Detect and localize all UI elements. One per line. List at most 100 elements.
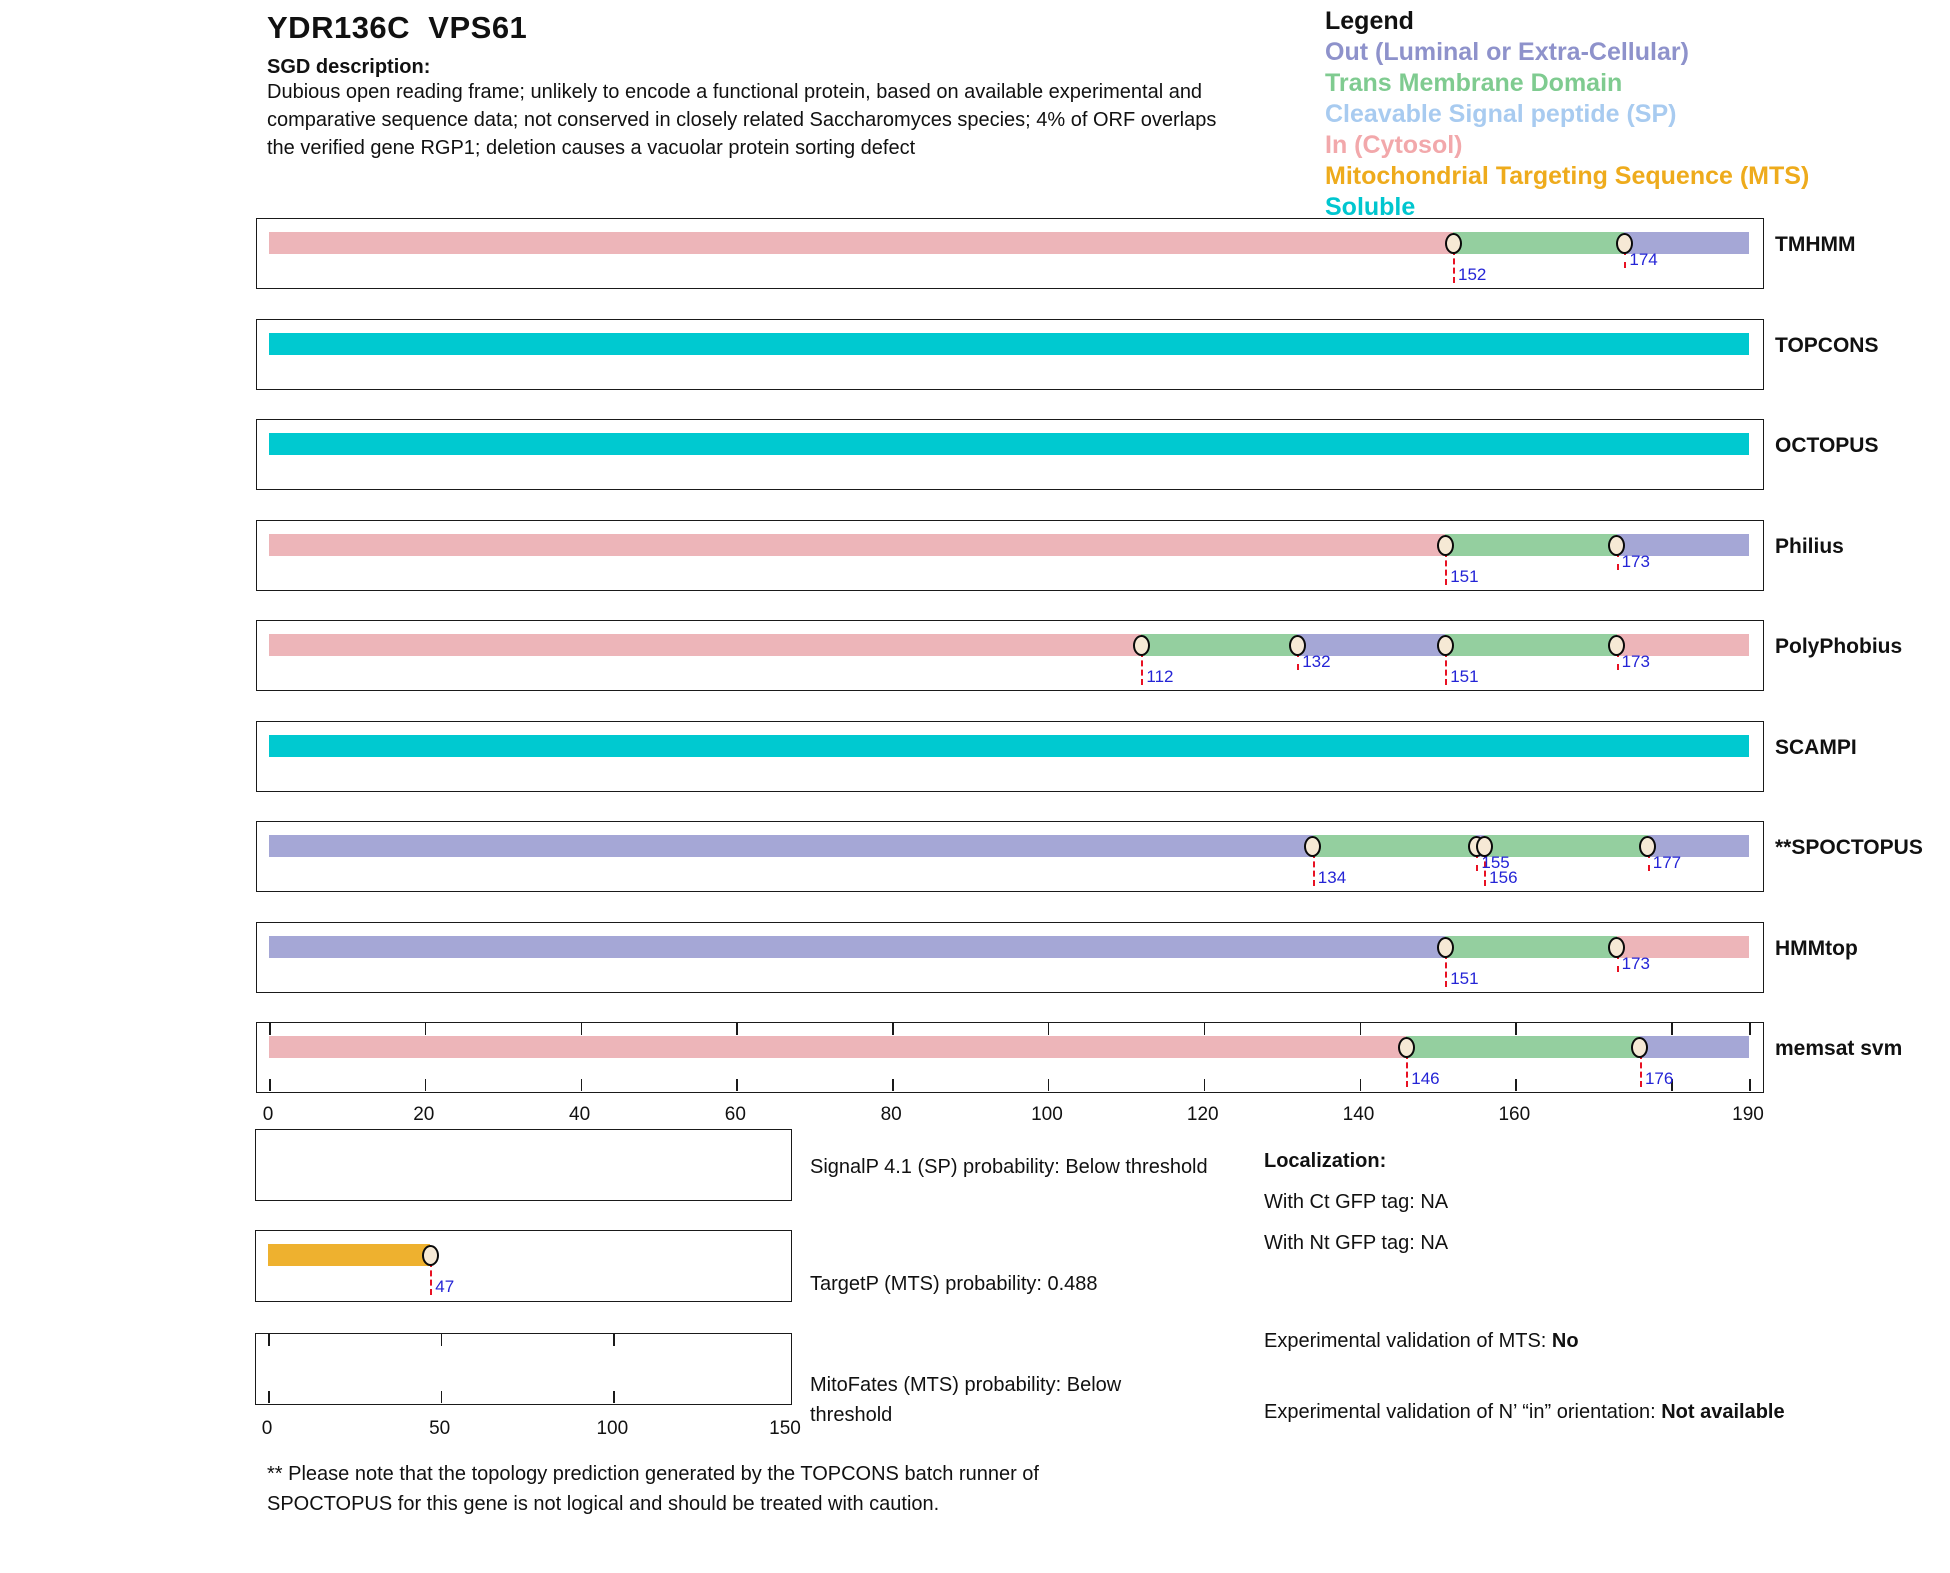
segment-tm	[1484, 835, 1648, 857]
page-title: YDR136C VPS61	[267, 10, 528, 45]
boundary-line	[1445, 953, 1448, 987]
boundary-line	[1406, 1053, 1409, 1087]
segment-out	[1297, 634, 1446, 656]
axis-tick	[1203, 1023, 1206, 1035]
boundary-marker-icon	[1639, 835, 1657, 857]
axis-tick	[892, 1023, 894, 1035]
legend-items: Out (Luminal or Extra-Cellular) Trans Mem…	[1325, 37, 1885, 223]
spoctopus-footnote: ** Please note that the topology predict…	[267, 1463, 1039, 1515]
axis-tick	[1047, 1023, 1050, 1035]
axis-tick	[580, 1078, 583, 1091]
mitofates-caption: MitoFates (MTS) probability: Below thres…	[810, 1374, 1122, 1426]
boundary-position-label: 156	[1489, 868, 1518, 887]
legend-item-mts: Mitochondrial Targeting Sequence (MTS)	[1325, 162, 1810, 190]
boundary-marker-icon	[1608, 534, 1626, 556]
axis-tick	[613, 1390, 615, 1403]
boundary-line	[1445, 551, 1448, 585]
axis-tick	[580, 1023, 583, 1035]
nterm-validation-prefix: Experimental validation of N’ “in” orien…	[1264, 1401, 1662, 1423]
track-box-polyphobius: 112 132 151 173	[256, 620, 1764, 691]
signalp-caption: SignalP 4.1 (SP) probability: Below thre…	[810, 1156, 1208, 1178]
track-label: Philius	[1775, 535, 1844, 558]
segment-tm	[1312, 835, 1477, 857]
targetp-caption: TargetP (MTS) probability: 0.488	[810, 1273, 1098, 1295]
sgd-description-label: SGD description:	[267, 56, 431, 78]
boundary-position-label: 151	[1450, 667, 1479, 686]
mts-validation-line: Experimental validation of MTS: No	[1264, 1330, 1579, 1353]
probability-axis-tick-label: 100	[596, 1418, 629, 1439]
boundary-position-label: 176	[1644, 1069, 1674, 1088]
boundary-position-label: 177	[1652, 853, 1682, 872]
axis-tick	[440, 1390, 443, 1403]
boundary-line	[1616, 953, 1619, 972]
segment-tm	[1445, 534, 1617, 556]
axis-tick	[424, 1023, 427, 1035]
boundary-marker-icon	[1436, 936, 1454, 958]
boundary-line	[1141, 651, 1144, 685]
segment-out	[1616, 534, 1749, 556]
track-label: memsat svm	[1775, 1037, 1903, 1060]
axis-tick	[268, 1334, 270, 1346]
axis-tick	[1359, 1078, 1362, 1091]
boundary-line	[1616, 651, 1619, 670]
mts-validation-prefix: Experimental validation of MTS:	[1264, 1330, 1552, 1352]
legend-title: Legend	[1325, 7, 1414, 35]
boundary-marker-icon	[1436, 534, 1454, 556]
segment-in	[1616, 634, 1749, 656]
axis-tick-label: 160	[1498, 1104, 1531, 1125]
boundary-line	[1445, 651, 1448, 685]
boundary-marker-icon	[1444, 232, 1462, 254]
legend-item-sp: Cleavable Signal peptide (SP)	[1325, 100, 1677, 128]
axis-tick-label: 40	[569, 1104, 591, 1125]
axis-tick	[1749, 1078, 1751, 1091]
axis-tick-label: 140	[1342, 1104, 1375, 1125]
track-box-hmmtop: 151 173	[256, 922, 1764, 993]
boundary-line	[1639, 1053, 1642, 1087]
boundary-line	[430, 1261, 433, 1295]
boundary-position-label: 173	[1621, 954, 1650, 973]
segment-mts	[268, 1244, 431, 1266]
axis-tick	[1515, 1078, 1517, 1091]
axis-tick-label: 80	[880, 1104, 902, 1125]
boundary-marker-icon	[1304, 835, 1322, 857]
segment-tm	[1453, 232, 1625, 254]
axis-tick-label: 60	[724, 1104, 746, 1125]
boundary-position-label: 112	[1146, 667, 1174, 686]
boundary-line	[1297, 651, 1300, 670]
axis-tick	[613, 1334, 615, 1346]
boundary-marker-icon	[1132, 634, 1150, 656]
axis-tick-label: 100	[1031, 1104, 1063, 1125]
track-label: TMHMM	[1775, 233, 1856, 256]
boundary-position-label: 146	[1411, 1069, 1440, 1088]
axis-tick	[269, 1078, 271, 1091]
legend-item-out: Out (Luminal or Extra-Cellular)	[1325, 38, 1689, 66]
axis-tick-label: 120	[1186, 1104, 1219, 1125]
boundary-marker-icon	[421, 1244, 439, 1266]
boundary-position-label: 132	[1302, 652, 1331, 671]
track-label: OCTOPUS	[1775, 434, 1879, 457]
axis-tick	[1749, 1023, 1751, 1035]
axis-tick	[892, 1078, 894, 1091]
segment-out	[1639, 1036, 1749, 1058]
segment-tm	[1445, 936, 1617, 958]
axis-tick	[736, 1078, 738, 1091]
nterm-validation-line: Experimental validation of N’ “in” orien…	[1264, 1396, 1804, 1429]
boundary-line	[1647, 852, 1650, 871]
track-box-topcons	[256, 319, 1764, 390]
boundary-line	[1476, 852, 1479, 871]
boundary-marker-icon	[1397, 1036, 1415, 1058]
segment-out	[269, 835, 1313, 857]
localization-heading: Localization:	[1264, 1150, 1387, 1172]
boundary-line	[1312, 852, 1315, 886]
track-label: SCAMPI	[1775, 736, 1857, 759]
probability-axis-tick-label: 0	[261, 1418, 273, 1439]
segment-out	[1624, 232, 1749, 254]
legend-item-soluble: Soluble	[1325, 193, 1416, 221]
track-box-scampi	[256, 721, 1764, 792]
boundary-position-label: 151	[1450, 567, 1479, 586]
segment-in	[269, 634, 1142, 656]
boundary-marker-icon	[1608, 936, 1626, 958]
boundary-position-label: 174	[1629, 250, 1658, 269]
nt-gfp-tag-line: With Nt GFP tag: NA	[1264, 1232, 1449, 1254]
